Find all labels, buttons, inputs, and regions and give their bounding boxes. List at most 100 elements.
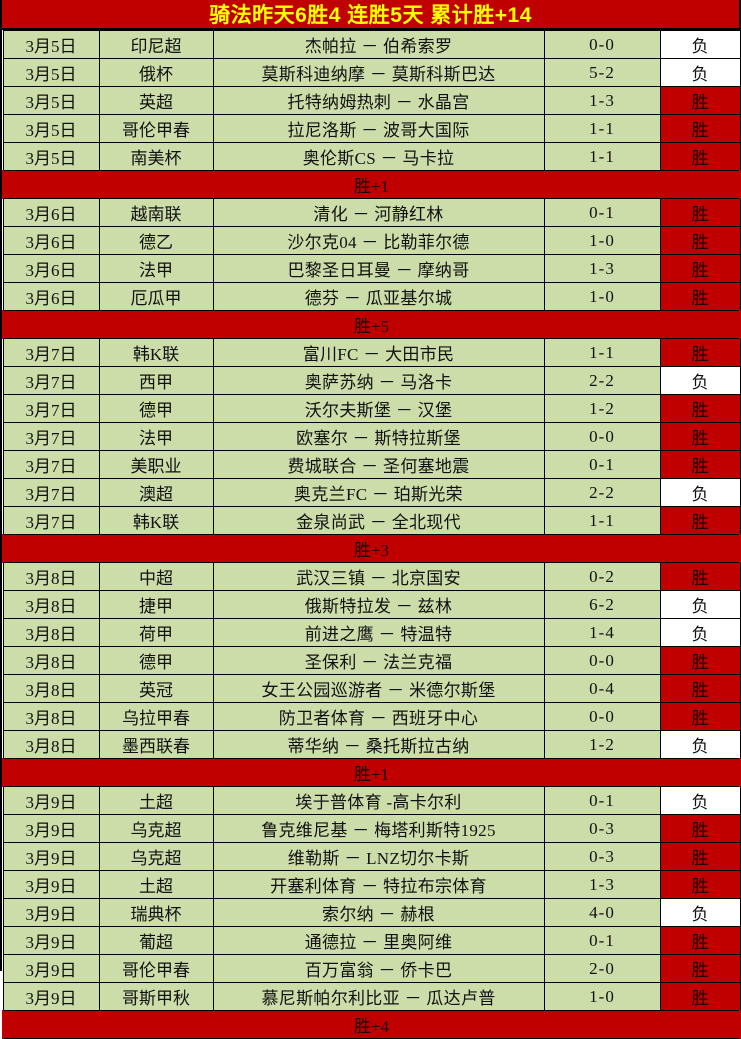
cell-league: 土超 [98, 786, 214, 815]
cell-score: 0-1 [543, 198, 661, 227]
table-row: 3月5日 英超 托特纳姆热刺 － 水晶宫 1-3 胜 [2, 86, 741, 115]
cell-league: 南美杯 [98, 142, 214, 171]
cell-result: 负 [659, 786, 741, 815]
cell-score: 2-0 [543, 954, 661, 983]
cell-match: 慕尼斯帕尔利比亚 － 瓜达卢普 [212, 982, 545, 1011]
cell-match: 女王公园巡游者 － 米德尔斯堡 [212, 674, 545, 703]
cell-date: 3月8日 [2, 674, 100, 703]
section-summary-label: 胜+1 [2, 758, 741, 787]
cell-date: 3月6日 [2, 198, 100, 227]
cell-score: 0-2 [543, 562, 661, 591]
table-row: 3月9日 哥伦甲春 百万富翁 － 侨卡巴 2-0 胜 [2, 954, 741, 983]
cell-result: 胜 [659, 562, 741, 591]
cell-result: 负 [659, 618, 741, 647]
cell-score: 1-0 [543, 282, 661, 311]
section-summary-row: 胜+4 [2, 1010, 741, 1039]
cell-match: 奥萨苏纳 － 马洛卡 [212, 366, 545, 395]
cell-date: 3月8日 [2, 702, 100, 731]
cell-score: 0-0 [543, 30, 661, 59]
cell-result: 胜 [659, 982, 741, 1011]
cell-result: 胜 [659, 198, 741, 227]
cell-match: 沃尔夫斯堡 － 汉堡 [212, 394, 545, 423]
table-row: 3月5日 俄杯 莫斯科迪纳摩 － 莫斯科斯巴达 5-2 负 [2, 58, 741, 87]
cell-match: 百万富翁 － 侨卡巴 [212, 954, 545, 983]
section-summary-label: 胜+1 [2, 170, 741, 199]
cell-date: 3月8日 [2, 646, 100, 675]
cell-score: 1-4 [543, 618, 661, 647]
cell-match: 索尔纳 － 赫根 [212, 898, 545, 927]
cell-match: 莫斯科迪纳摩 － 莫斯科斯巴达 [212, 58, 545, 87]
cell-match: 俄斯特拉发 － 兹林 [212, 590, 545, 619]
cell-match: 沙尔克04 － 比勒菲尔德 [212, 226, 545, 255]
cell-result: 胜 [659, 282, 741, 311]
cell-match: 德芬 － 瓜亚基尔城 [212, 282, 545, 311]
cell-score: 0-1 [543, 926, 661, 955]
cell-match: 鲁克维尼基 － 梅塔利斯特1925 [212, 814, 545, 843]
section-summary-row: 胜+1 [2, 758, 741, 787]
cell-score: 2-2 [543, 478, 661, 507]
table-row: 3月8日 墨西联春 蒂华纳 － 桑托斯拉古纳 1-2 负 [2, 730, 741, 759]
cell-league: 乌克超 [98, 842, 214, 871]
table-row: 3月9日 瑞典杯 索尔纳 － 赫根 4-0 负 [2, 898, 741, 927]
cell-match: 圣保利 － 法兰克福 [212, 646, 545, 675]
section-summary-label: 胜+3 [2, 534, 741, 563]
cell-score: 2-2 [543, 366, 661, 395]
cell-match: 奥克兰FC － 珀斯光荣 [212, 478, 545, 507]
cell-date: 3月7日 [2, 506, 100, 535]
table-row: 3月8日 德甲 圣保利 － 法兰克福 0-0 胜 [2, 646, 741, 675]
cell-league: 瑞典杯 [98, 898, 214, 927]
table-row: 3月9日 葡超 通德拉 － 里奥阿维 0-1 胜 [2, 926, 741, 955]
cell-league: 乌克超 [98, 814, 214, 843]
cell-date: 3月9日 [2, 982, 100, 1011]
cell-date: 3月9日 [2, 842, 100, 871]
cell-match: 前进之鹰 － 特温特 [212, 618, 545, 647]
cell-date: 3月7日 [2, 338, 100, 367]
table-row: 3月9日 土超 开塞利体育 － 特拉布宗体育 1-3 胜 [2, 870, 741, 899]
table-row: 3月9日 乌克超 维勒斯 － LNZ切尔卡斯 0-3 胜 [2, 842, 741, 871]
cell-match: 维勒斯 － LNZ切尔卡斯 [212, 842, 545, 871]
cell-league: 德乙 [98, 226, 214, 255]
cell-match: 防卫者体育 － 西班牙中心 [212, 702, 545, 731]
cell-result: 负 [659, 478, 741, 507]
cell-result: 负 [659, 366, 741, 395]
cell-date: 3月7日 [2, 422, 100, 451]
cell-league: 捷甲 [98, 590, 214, 619]
cell-date: 3月5日 [2, 114, 100, 143]
cell-result: 胜 [659, 842, 741, 871]
table-row: 3月5日 哥伦甲春 拉尼洛斯 － 波哥大国际 1-1 胜 [2, 114, 741, 143]
cell-date: 3月8日 [2, 562, 100, 591]
cell-score: 1-2 [543, 730, 661, 759]
cell-match: 费城联合 － 圣何塞地震 [212, 450, 545, 479]
table-row: 3月9日 土超 埃于普体育 -高卡尔利 0-1 负 [2, 786, 741, 815]
table-row: 3月7日 德甲 沃尔夫斯堡 － 汉堡 1-2 胜 [2, 394, 741, 423]
cell-date: 3月7日 [2, 394, 100, 423]
cell-match: 奥伦斯CS － 马卡拉 [212, 142, 545, 171]
cell-league: 澳超 [98, 478, 214, 507]
cell-score: 0-1 [543, 450, 661, 479]
cell-result: 负 [659, 58, 741, 87]
table-row: 3月6日 越南联 清化 － 河静红林 0-1 胜 [2, 198, 741, 227]
cell-match: 清化 － 河静红林 [212, 198, 545, 227]
cell-result: 胜 [659, 870, 741, 899]
cell-score: 0-3 [543, 842, 661, 871]
cell-score: 1-1 [543, 142, 661, 171]
cell-match: 开塞利体育 － 特拉布宗体育 [212, 870, 545, 899]
cell-league: 厄瓜甲 [98, 282, 214, 311]
cell-result: 负 [659, 730, 741, 759]
cell-date: 3月5日 [2, 30, 100, 59]
cell-match: 托特纳姆热刺 － 水晶宫 [212, 86, 545, 115]
cell-date: 3月8日 [2, 730, 100, 759]
cell-result: 负 [659, 590, 741, 619]
cell-date: 3月9日 [2, 814, 100, 843]
cell-league: 哥斯甲秋 [98, 982, 214, 1011]
cell-date: 3月7日 [2, 366, 100, 395]
cell-score: 1-1 [543, 114, 661, 143]
cell-score: 0-0 [543, 702, 661, 731]
table-row: 3月5日 印尼超 杰帕拉 － 伯希索罗 0-0 负 [2, 30, 741, 59]
table-row: 3月7日 美职业 费城联合 － 圣何塞地震 0-1 胜 [2, 450, 741, 479]
table-row: 3月9日 哥斯甲秋 慕尼斯帕尔利比亚 － 瓜达卢普 1-0 胜 [2, 982, 741, 1011]
table-row: 3月8日 中超 武汉三镇 － 北京国安 0-2 胜 [2, 562, 741, 591]
section-summary-label: 胜+4 [2, 1010, 741, 1039]
table-row: 3月7日 韩K联 富川FC － 大田市民 1-1 胜 [2, 338, 741, 367]
cell-date: 3月5日 [2, 86, 100, 115]
